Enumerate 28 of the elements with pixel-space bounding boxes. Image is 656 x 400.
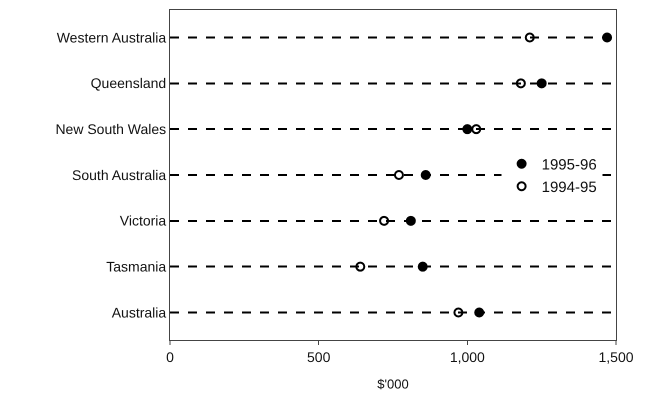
x-tick-label: 0 [166,348,174,365]
y-tick-label: Queensland [90,75,166,92]
y-tick-label: Australia [112,304,166,320]
point [355,262,366,272]
point [471,124,482,134]
y-tick-label: South Australia [72,166,166,183]
point [453,308,464,318]
x-axis-title: $'000 [377,376,409,392]
x-tick-label: 500 [306,348,331,365]
point [394,170,404,180]
y-tick-label: New South Wales [55,121,166,138]
point [420,170,431,180]
legend-label: 1994-95 [542,179,597,196]
y-tick-label: Tasmania [106,258,166,275]
y-tick-label: Victoria [120,212,166,229]
point [524,32,535,42]
point [536,78,547,88]
point [602,32,612,42]
point [418,262,428,272]
legend-label: 1995-96 [542,156,597,174]
x-tick-label: 1,000 [450,348,486,365]
point [406,216,416,226]
point [379,216,390,226]
y-tick-label: Western Australia [56,29,166,46]
point [462,124,472,134]
x-tick-label: 1,500 [598,348,634,365]
point [474,308,484,318]
point [516,78,526,88]
